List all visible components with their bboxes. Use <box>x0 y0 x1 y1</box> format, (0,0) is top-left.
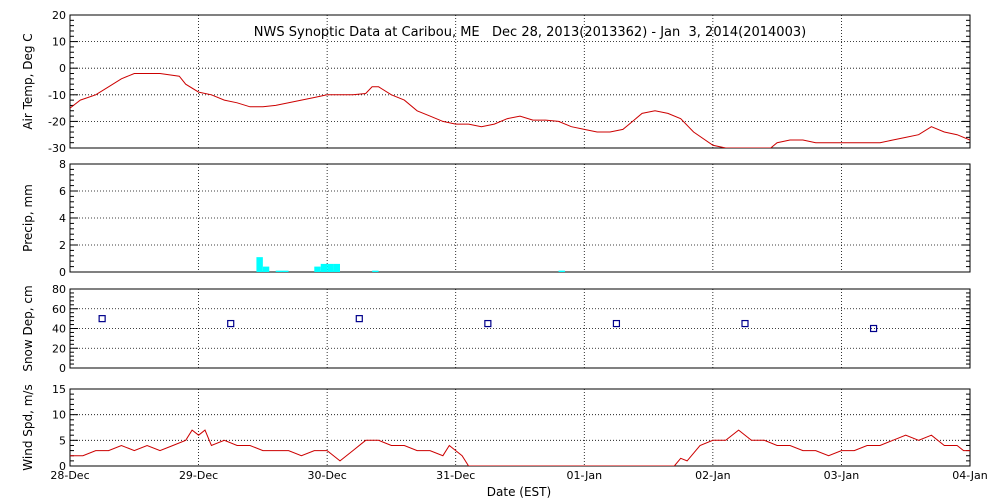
x-axis-label: Date (EST) <box>487 485 551 499</box>
air_temp-frame <box>69 14 971 149</box>
x-tick-label: 01-Jan <box>567 469 603 482</box>
snow_depth-point <box>612 319 621 328</box>
precip-bar <box>314 266 321 272</box>
wind_speed-y-axis-label: Wind Spd, m/s <box>21 384 35 470</box>
snow_depth-ytick-label: 60 <box>52 303 66 316</box>
snow_depth-point <box>98 315 106 323</box>
precip-bar <box>333 263 340 272</box>
snow_depth-point <box>741 319 749 328</box>
wind_speed-ytick-label: 0 <box>59 460 66 473</box>
precip-bar <box>372 270 379 272</box>
panels-group: -30 -20 -10 0 10 20 Air Temp, Deg C 0 2 4 6 8 Precip… <box>21 9 988 482</box>
air_temp-line <box>70 73 970 148</box>
air_temp-ytick-label: 0 <box>59 62 66 75</box>
snow_depth-y-axis-label: Snow Dep, cm <box>21 285 35 371</box>
snow_depth-point <box>355 315 363 323</box>
wind_speed-line <box>70 429 970 466</box>
air_temp-y-axis-label: Air Temp, Deg C <box>21 33 35 129</box>
snow_depth-point <box>484 319 492 328</box>
x-tick-label: 30-Dec <box>308 469 347 482</box>
air_temp-ytick-label: -10 <box>48 89 66 102</box>
wind_speed-ytick-label: 15 <box>52 383 66 396</box>
x-tick-label: 31-Dec <box>436 469 475 482</box>
wind_speed-ytick-label: 10 <box>52 409 66 422</box>
panel-air_temp: -30 -20 -10 0 10 20 Air Temp, Deg C <box>21 9 971 155</box>
precip-bar <box>282 270 289 272</box>
precip-ytick-label: 8 <box>59 158 66 171</box>
snow_depth-ytick-label: 40 <box>52 323 66 336</box>
snow_depth-point <box>227 319 235 328</box>
panel-snow_depth: 0 20 40 60 80 Snow Dep, cm <box>21 283 971 375</box>
air_temp-ytick-label: -20 <box>48 115 66 128</box>
snow_depth-ytick-label: 20 <box>52 342 66 355</box>
air_temp-ytick-label: -30 <box>48 142 66 155</box>
chart-title: NWS Synoptic Data at Caribou, ME Dec 28,… <box>254 25 806 40</box>
snow_depth-ytick-label: 0 <box>59 362 66 375</box>
wind_speed-ytick-label: 5 <box>59 434 66 447</box>
precip-bar <box>320 263 328 272</box>
panel-precip: 0 2 4 6 8 Precip, mm <box>21 158 971 279</box>
precip-ytick-label: 6 <box>59 185 66 198</box>
wind_speed-data <box>70 429 970 466</box>
air_temp-ytick-label: 20 <box>52 9 66 22</box>
x-tick-label: 28-Dec <box>50 469 89 482</box>
snow_depth-data <box>98 315 878 333</box>
x-tick-label: 03-Jan <box>824 469 860 482</box>
x-tick-label: 02-Jan <box>695 469 731 482</box>
precip-bar <box>327 263 334 272</box>
precip-y-axis-label: Precip, mm <box>21 184 35 252</box>
precip-bar <box>275 270 283 272</box>
precip-ytick-label: 0 <box>59 266 66 279</box>
x-tick-label: 29-Dec <box>179 469 218 482</box>
precip-bar <box>558 270 565 272</box>
panel-wind_speed: 0 5 10 15 Wind Spd, m/s <box>21 383 971 473</box>
precip-bar <box>256 257 263 272</box>
precip-data <box>256 257 565 272</box>
x-tick-label: 04-Jan <box>952 469 988 482</box>
precip-ytick-label: 2 <box>59 239 66 252</box>
air_temp-ytick-label: 10 <box>52 36 66 49</box>
snow_depth-ytick-label: 80 <box>52 283 66 296</box>
precip-bar <box>262 266 270 272</box>
air_temp-data <box>70 73 970 148</box>
precip-ytick-label: 4 <box>59 212 66 225</box>
snow_depth-point <box>869 324 878 333</box>
